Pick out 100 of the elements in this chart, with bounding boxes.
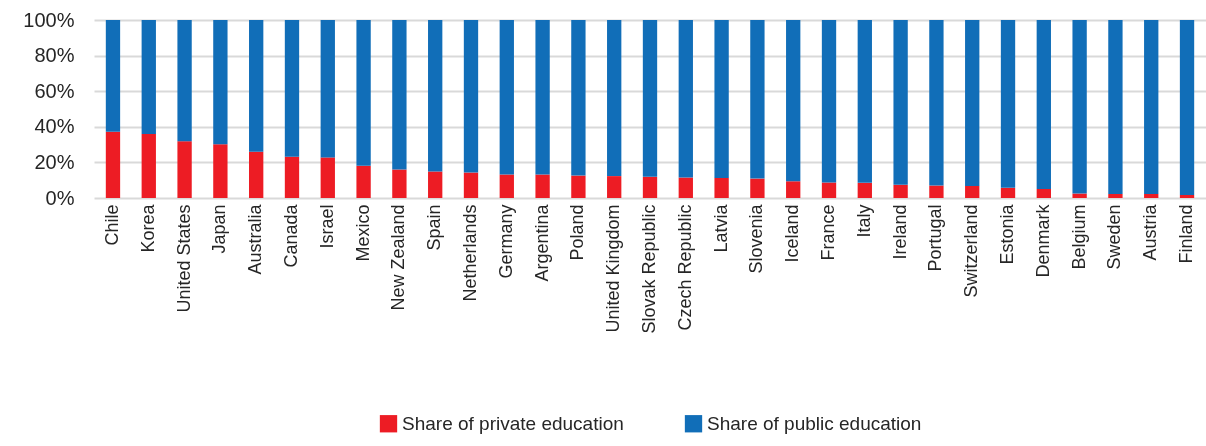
- x-tick-label: Chile: [101, 204, 122, 246]
- x-tick-label: Czech Republic: [674, 204, 695, 331]
- x-tick-label: Canada: [280, 203, 301, 268]
- bar: [1036, 188, 1051, 198]
- x-tick-label: Belgium: [1068, 204, 1089, 270]
- x-tick-label: Denmark: [1032, 203, 1053, 278]
- bar: [571, 20, 586, 176]
- x-tick-label: Ireland: [889, 204, 910, 260]
- bar: [499, 20, 514, 175]
- bar: [428, 20, 443, 172]
- bar: [177, 20, 192, 142]
- bar: [535, 174, 550, 198]
- x-tick-label: United Kingdom: [603, 204, 624, 333]
- bar: [141, 20, 156, 134]
- bar: [463, 20, 479, 173]
- bar: [1179, 194, 1195, 198]
- x-tick-label: Portugal: [925, 204, 946, 272]
- bar: [642, 20, 658, 177]
- bar: [893, 184, 908, 198]
- bar: [1108, 193, 1123, 198]
- x-tick-label: Switzerland: [961, 204, 982, 298]
- x-tick-label: Italy: [853, 204, 874, 238]
- bar: [929, 20, 944, 186]
- bar: [356, 165, 371, 198]
- bar: [1108, 20, 1123, 194]
- x-tick-label: New Zealand: [388, 204, 409, 311]
- bar: [786, 181, 801, 198]
- x-tick-label: Latvia: [710, 203, 731, 253]
- bar: [965, 20, 980, 186]
- bar: [714, 20, 729, 178]
- bar: [177, 141, 192, 198]
- bar: [571, 175, 586, 198]
- x-tick-label: Germany: [495, 204, 516, 279]
- bar: [714, 177, 729, 198]
- bar: [857, 20, 872, 183]
- bar: [356, 20, 371, 166]
- bar: [320, 20, 335, 158]
- y-tick-label: 80%: [34, 44, 75, 67]
- bar: [1144, 193, 1159, 198]
- y-tick-label: 20%: [34, 150, 75, 173]
- bar: [821, 20, 837, 183]
- bar: [678, 177, 693, 198]
- y-tick-label: 40%: [34, 115, 75, 138]
- bar: [249, 20, 264, 152]
- bar: [463, 172, 479, 198]
- bar: [1000, 20, 1016, 188]
- bar: [857, 182, 872, 198]
- bar: [821, 182, 837, 198]
- x-tick-label: Poland: [567, 204, 588, 261]
- bar: [1036, 20, 1051, 189]
- bar: [105, 20, 121, 132]
- bar: [249, 151, 264, 198]
- x-tick-label: Iceland: [782, 204, 803, 263]
- bar: [1179, 20, 1195, 195]
- y-tick-label: 100%: [23, 8, 75, 31]
- y-tick-label: 0%: [45, 186, 75, 209]
- x-tick-label: Slovenia: [746, 203, 767, 274]
- bar: [678, 20, 693, 178]
- bar: [428, 171, 443, 198]
- legend-label: Share of public education: [707, 412, 922, 434]
- y-tick-label: 60%: [34, 79, 75, 102]
- bar: [893, 20, 908, 185]
- x-tick-label: Australia: [245, 203, 266, 275]
- x-tick-label: Slovak Republic: [639, 204, 659, 334]
- x-tick-label: Mexico: [352, 204, 373, 262]
- x-tick-label: Spain: [424, 204, 445, 251]
- bar: [1072, 20, 1087, 194]
- bar: [141, 133, 156, 198]
- x-tick-label: France: [818, 204, 839, 261]
- legend-label: Share of private education: [402, 412, 624, 434]
- bar: [929, 185, 944, 198]
- bar: [213, 20, 228, 145]
- x-tick-label: Finland: [1176, 204, 1197, 264]
- bar: [284, 156, 300, 198]
- bar: [1072, 193, 1087, 198]
- x-tick-label: Sweden: [1104, 204, 1125, 270]
- bar: [786, 20, 801, 182]
- bar: [965, 185, 980, 198]
- x-tick-label: Korea: [137, 203, 158, 253]
- x-tick-label: Estonia: [997, 203, 1018, 265]
- bar: [607, 176, 622, 198]
- bar: [607, 20, 622, 177]
- bar: [105, 131, 121, 198]
- bar: [750, 178, 765, 198]
- bar: [535, 20, 550, 175]
- bar: [750, 20, 765, 179]
- x-tick-label: Japan: [209, 204, 230, 254]
- bar: [1000, 187, 1016, 198]
- bar: [392, 169, 407, 198]
- x-tick-label: Argentina: [531, 203, 552, 282]
- bar: [284, 20, 300, 157]
- bar: [320, 157, 335, 198]
- bar: [499, 174, 514, 198]
- x-tick-label: Israel: [316, 204, 337, 249]
- x-tick-label: Netherlands: [459, 204, 480, 302]
- bar: [1144, 20, 1159, 194]
- bar: [642, 176, 658, 198]
- x-tick-label: Austria: [1140, 203, 1161, 261]
- bar: [213, 144, 228, 198]
- bar: [392, 20, 407, 170]
